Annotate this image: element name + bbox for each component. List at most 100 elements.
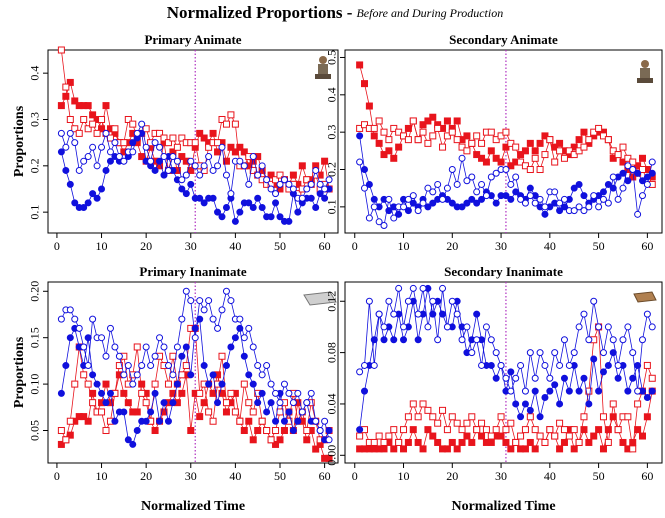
x-tick-label: 0 <box>352 469 358 483</box>
point <box>147 157 155 165</box>
point <box>272 440 280 448</box>
point <box>638 336 646 344</box>
point <box>356 432 364 440</box>
point <box>580 426 588 434</box>
point <box>218 306 226 314</box>
point <box>80 157 88 165</box>
point <box>276 399 284 407</box>
point <box>609 173 617 181</box>
point <box>151 139 159 147</box>
point <box>648 323 656 331</box>
point <box>169 153 177 161</box>
point <box>160 153 168 161</box>
point <box>75 166 83 174</box>
point <box>502 438 510 446</box>
point <box>590 297 598 305</box>
point <box>356 61 364 69</box>
point <box>478 180 486 188</box>
point <box>526 166 534 174</box>
point <box>124 436 132 444</box>
point <box>468 173 476 181</box>
point <box>365 102 373 110</box>
point <box>551 381 559 389</box>
point <box>187 297 195 305</box>
x-tick-label: 20 <box>446 239 458 253</box>
point <box>380 128 388 136</box>
point <box>245 324 253 332</box>
point <box>124 362 132 370</box>
point <box>502 166 510 174</box>
point <box>492 154 500 162</box>
point <box>580 143 588 151</box>
point <box>98 389 106 397</box>
point <box>169 389 177 397</box>
point <box>276 171 284 179</box>
point <box>214 324 222 332</box>
point <box>258 371 266 379</box>
point <box>541 132 549 140</box>
point <box>609 400 617 408</box>
point <box>200 199 208 207</box>
point <box>267 436 275 444</box>
point <box>187 371 195 379</box>
point <box>390 336 398 344</box>
point <box>409 192 417 200</box>
point <box>124 399 132 407</box>
point <box>409 117 417 125</box>
point <box>595 387 603 395</box>
point <box>580 207 588 215</box>
point <box>133 371 141 379</box>
point <box>580 128 588 136</box>
point <box>254 427 262 435</box>
point <box>575 323 583 331</box>
point <box>124 115 132 123</box>
point <box>604 426 612 434</box>
point <box>164 417 172 425</box>
x-tick-label: 0 <box>352 239 358 253</box>
point <box>263 408 271 416</box>
point <box>160 399 168 407</box>
point <box>556 419 564 427</box>
point <box>370 361 378 369</box>
point <box>414 336 422 344</box>
point <box>619 158 627 166</box>
point <box>222 399 230 407</box>
x-tick-label: 20 <box>446 469 458 483</box>
point <box>249 153 257 161</box>
point <box>66 115 74 123</box>
point <box>604 136 612 144</box>
point <box>551 158 559 166</box>
point <box>580 374 588 382</box>
point <box>151 166 159 174</box>
point <box>448 438 456 446</box>
y-tick-label: 0.2 <box>325 162 339 177</box>
point <box>497 413 505 421</box>
point <box>458 426 466 434</box>
point <box>84 102 92 110</box>
point <box>439 406 447 414</box>
point <box>482 158 490 166</box>
point <box>57 389 65 397</box>
point <box>240 352 248 360</box>
point <box>502 426 510 434</box>
point <box>129 440 137 448</box>
point <box>249 436 257 444</box>
point <box>453 310 461 318</box>
point <box>634 426 642 434</box>
panel: Secondary Inanimate 0 10 20 30 40 50 60 0.00 0.04… <box>325 264 663 514</box>
point <box>321 194 329 202</box>
point <box>585 136 593 144</box>
point <box>365 180 373 188</box>
point <box>643 180 651 188</box>
point <box>497 132 505 140</box>
point <box>512 400 520 408</box>
point <box>182 343 190 351</box>
point <box>385 147 393 155</box>
point <box>619 184 627 192</box>
point <box>526 139 534 147</box>
point <box>448 297 456 305</box>
point <box>517 195 525 203</box>
point <box>222 362 230 370</box>
point <box>245 199 253 207</box>
point <box>289 171 297 179</box>
